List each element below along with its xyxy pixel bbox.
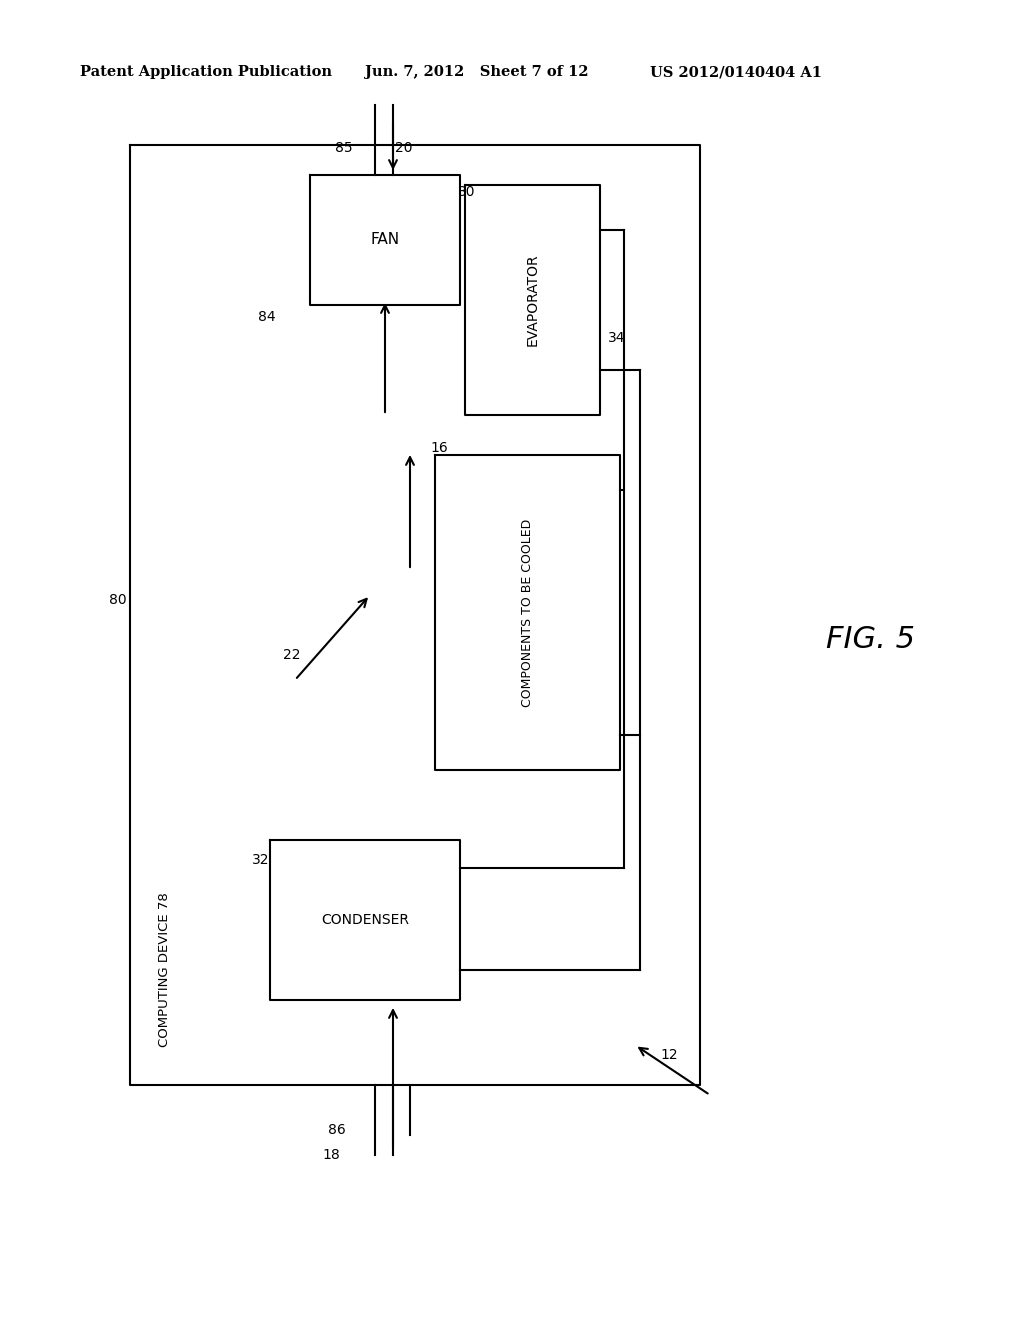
Text: 85: 85 [335, 141, 352, 154]
Text: COMPONENTS TO BE COOLED: COMPONENTS TO BE COOLED [521, 519, 534, 706]
Text: EVAPORATOR: EVAPORATOR [525, 253, 540, 346]
Text: 84: 84 [258, 310, 275, 323]
Text: 20: 20 [395, 141, 413, 154]
Text: Jun. 7, 2012   Sheet 7 of 12: Jun. 7, 2012 Sheet 7 of 12 [365, 65, 589, 79]
Text: FIG. 5: FIG. 5 [825, 626, 914, 655]
Text: 18: 18 [322, 1148, 340, 1162]
Text: FAN: FAN [371, 232, 399, 248]
Text: US 2012/0140404 A1: US 2012/0140404 A1 [650, 65, 822, 79]
Text: 34: 34 [608, 331, 626, 345]
Text: 22: 22 [283, 648, 300, 663]
Text: 80: 80 [110, 593, 127, 607]
Text: 30: 30 [458, 185, 475, 199]
Text: 16: 16 [430, 441, 447, 455]
Text: 12: 12 [660, 1048, 678, 1063]
Text: 86: 86 [328, 1123, 346, 1137]
Text: Patent Application Publication: Patent Application Publication [80, 65, 332, 79]
Text: 32: 32 [252, 853, 269, 867]
Text: COMPUTING DEVICE 78: COMPUTING DEVICE 78 [159, 892, 171, 1047]
Text: CONDENSER: CONDENSER [321, 913, 409, 927]
